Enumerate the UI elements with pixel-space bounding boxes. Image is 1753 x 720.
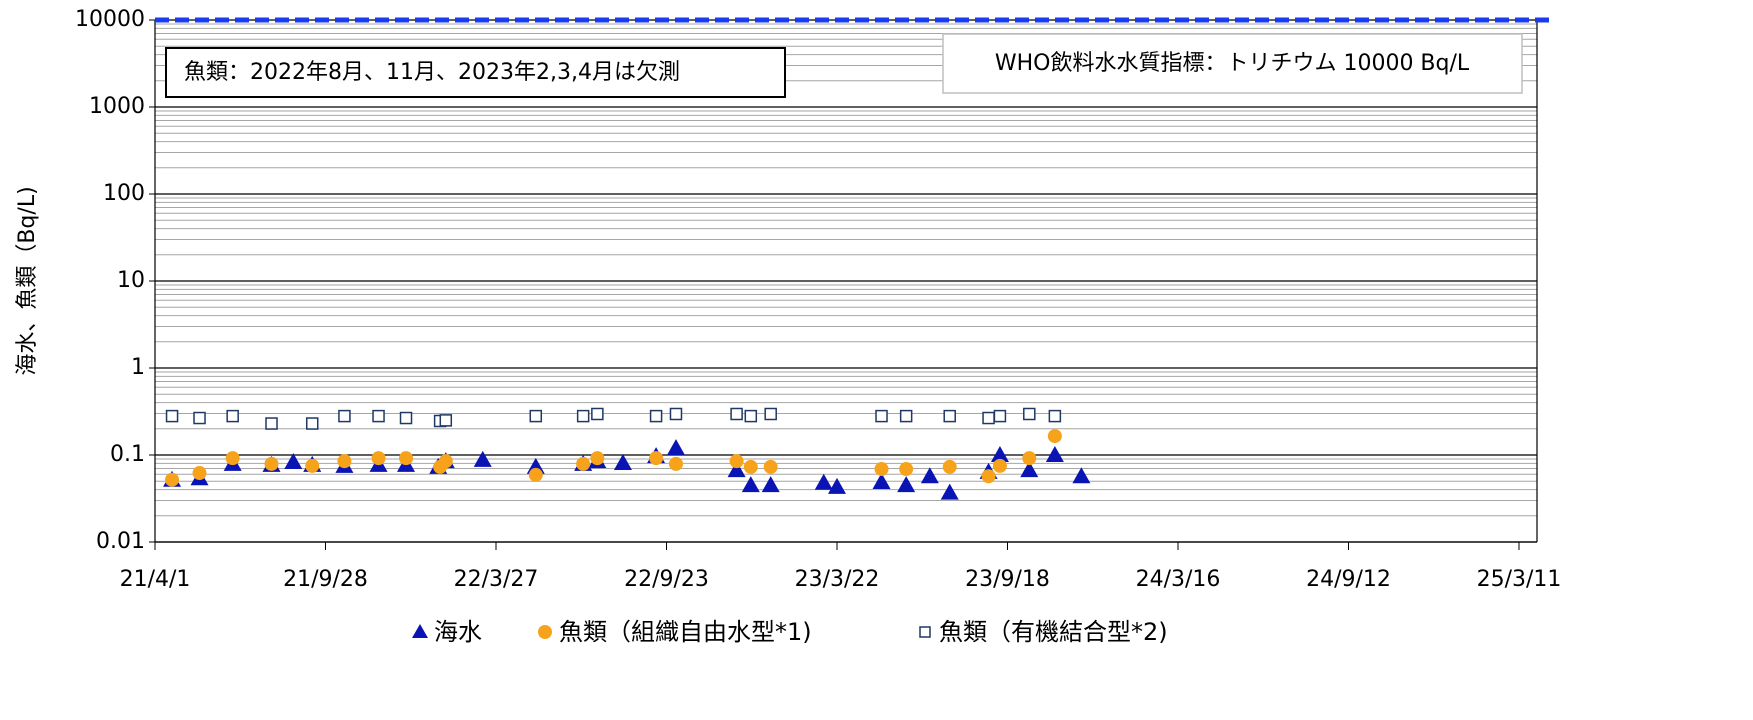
marker-square xyxy=(576,409,590,423)
annotation-box xyxy=(165,47,786,98)
marker-square xyxy=(993,409,1007,423)
marker-square xyxy=(730,407,743,421)
marker-circle xyxy=(165,472,180,487)
marker-triangle xyxy=(940,483,959,500)
y-tick-label: 1000 xyxy=(89,94,145,119)
marker-circle xyxy=(874,462,889,477)
marker-square xyxy=(1023,407,1036,421)
x-tick-label: 25/3/11 xyxy=(1477,567,1562,592)
x-tick-label: 23/9/18 xyxy=(965,567,1050,592)
y-tick-label: 0.1 xyxy=(110,442,145,467)
y-tick-label: 0.01 xyxy=(96,529,145,554)
marker-triangle xyxy=(1045,446,1064,462)
marker-circle xyxy=(992,458,1007,473)
marker-square xyxy=(899,409,913,423)
marker-circle xyxy=(649,451,664,466)
marker-circle xyxy=(899,462,914,477)
marker-triangle xyxy=(897,476,916,493)
marker-circle xyxy=(942,459,957,474)
x-tick-label: 21/4/1 xyxy=(120,567,191,592)
marker-circle xyxy=(225,451,240,466)
marker-square xyxy=(372,409,385,423)
marker-triangle xyxy=(727,461,746,478)
marker-square xyxy=(165,409,179,423)
marker-triangle xyxy=(666,439,685,456)
marker-triangle xyxy=(284,453,303,470)
marker-square xyxy=(1048,409,1062,423)
marker-square xyxy=(649,409,663,423)
marker-triangle xyxy=(741,476,760,493)
marker-circle xyxy=(743,459,758,474)
annotation: WHO飲料水水質指標：トリチウム 10000 Bq/L xyxy=(995,51,1470,76)
marker-circle xyxy=(399,451,414,466)
y-tick-label: 100 xyxy=(103,181,145,206)
legend-label: 魚類（有機結合型*2) xyxy=(939,618,1168,646)
marker-square xyxy=(943,409,956,423)
marker-circle xyxy=(192,466,207,481)
x-tick-label: 21/9/28 xyxy=(283,567,368,592)
marker-triangle xyxy=(920,467,939,484)
marker-triangle xyxy=(1020,461,1039,478)
legend-marker xyxy=(538,625,552,639)
marker-circle xyxy=(590,451,605,466)
legend-marker xyxy=(919,626,931,638)
marker-square xyxy=(529,409,543,423)
marker-circle xyxy=(1022,451,1037,466)
marker-square xyxy=(764,407,777,421)
marker-triangle xyxy=(1072,467,1091,484)
marker-square xyxy=(305,417,319,430)
marker-triangle xyxy=(613,453,632,470)
marker-circle xyxy=(763,459,778,474)
y-axis-label: 海水、魚類（Bq/L) xyxy=(15,186,40,375)
marker-square xyxy=(591,407,604,421)
y-tick-label: 10000 xyxy=(75,7,145,32)
annotation-box xyxy=(942,33,1523,94)
marker-triangle xyxy=(473,450,492,467)
marker-square xyxy=(875,409,888,423)
marker-square xyxy=(265,417,278,430)
x-tick-label: 22/9/23 xyxy=(624,567,709,592)
marker-triangle xyxy=(872,472,891,489)
marker-circle xyxy=(371,451,386,466)
marker-circle xyxy=(305,458,320,473)
legend-label: 海水 xyxy=(434,618,482,646)
marker-square xyxy=(982,411,995,425)
marker-square xyxy=(193,411,206,425)
marker-circle xyxy=(981,469,996,484)
marker-square xyxy=(338,409,351,423)
marker-square xyxy=(226,409,239,423)
marker-square xyxy=(399,411,413,425)
marker-triangle xyxy=(990,446,1009,462)
annotation: 魚類：2022年8月、11月、2023年2,3,4月は欠測 xyxy=(184,60,680,85)
marker-square xyxy=(439,414,453,427)
x-tick-label: 24/3/16 xyxy=(1136,567,1221,592)
marker-circle xyxy=(438,454,453,469)
legend-marker xyxy=(412,624,428,638)
marker-circle xyxy=(264,456,279,471)
x-tick-label: 22/3/27 xyxy=(454,567,539,592)
marker-square xyxy=(744,409,758,423)
marker-triangle xyxy=(828,477,847,494)
marker-circle xyxy=(668,456,683,471)
marker-circle xyxy=(576,456,591,471)
legend-label: 魚類（組織自由水型*1) xyxy=(559,618,812,646)
marker-triangle xyxy=(814,473,833,490)
x-tick-label: 24/9/12 xyxy=(1306,567,1391,592)
y-tick-label: 10 xyxy=(117,268,145,293)
marker-circle xyxy=(729,454,744,469)
marker-triangle xyxy=(761,476,780,493)
marker-square xyxy=(669,407,683,421)
marker-circle xyxy=(1047,429,1062,444)
x-tick-label: 23/3/22 xyxy=(795,567,880,592)
marker-circle xyxy=(337,454,352,469)
y-tick-label: 1 xyxy=(131,355,145,380)
marker-circle xyxy=(528,467,543,482)
